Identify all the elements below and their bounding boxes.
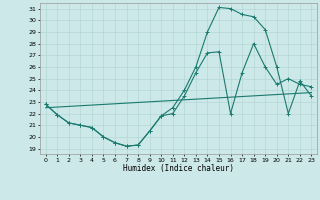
X-axis label: Humidex (Indice chaleur): Humidex (Indice chaleur) [123, 164, 234, 173]
